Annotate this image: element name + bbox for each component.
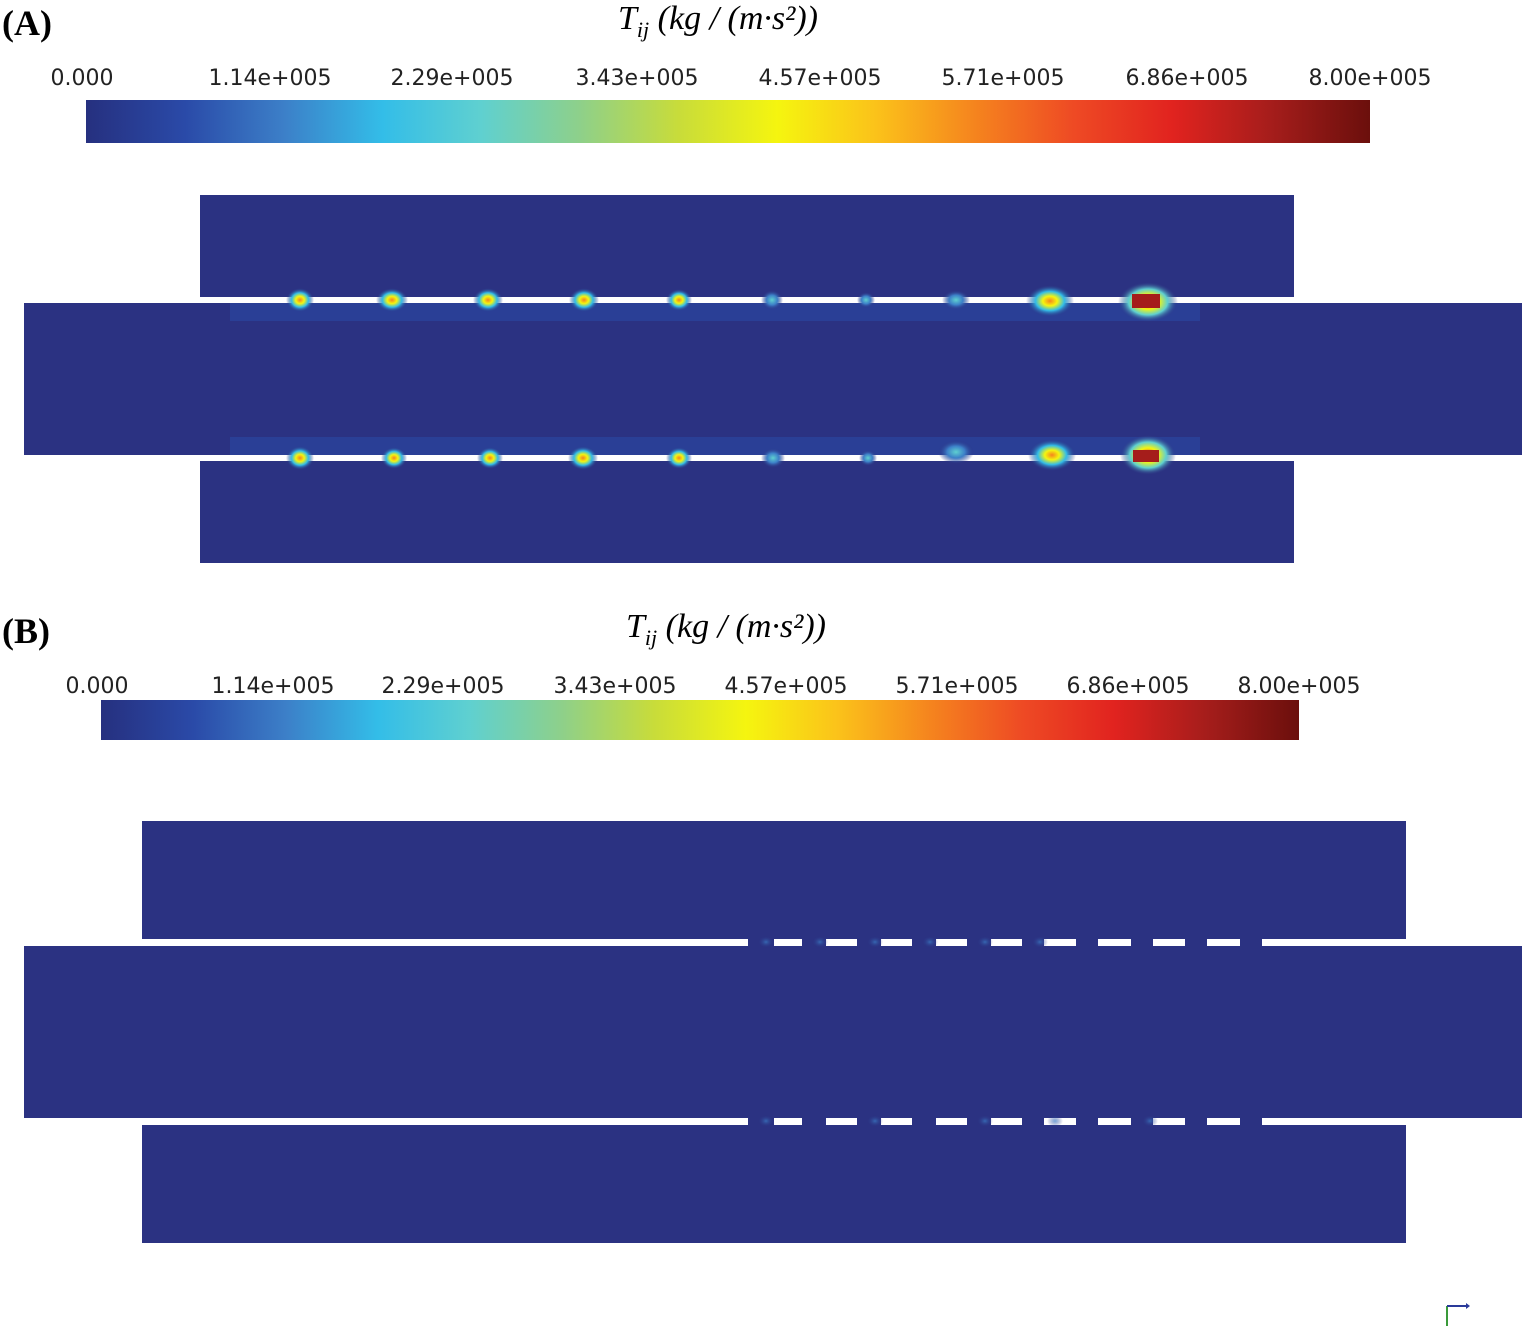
panel-a-colorbar bbox=[86, 100, 1370, 143]
colorbar-tick: 0.000 bbox=[50, 66, 114, 91]
colorbar-tick: 6.86e+005 bbox=[1066, 674, 1190, 699]
lower-block bbox=[142, 1125, 1406, 1243]
panel-a-title-symbol: T bbox=[618, 0, 637, 37]
panel-a-colorbar-ticks: 0.000 1.14e+005 2.29e+005 3.43e+005 4.57… bbox=[0, 66, 1526, 96]
colorbar-tick: 1.14e+005 bbox=[208, 66, 332, 91]
contact-hotspots bbox=[758, 936, 1158, 1127]
upper-interface-hotspots bbox=[286, 282, 1178, 322]
colorbar-tick: 8.00e+005 bbox=[1237, 674, 1361, 699]
colorbar-tick: 4.57e+005 bbox=[758, 66, 882, 91]
panel-b-colorbar-ticks: 0.000 1.14e+005 2.29e+005 3.43e+005 4.57… bbox=[0, 674, 1526, 704]
lower-interface-hotspots bbox=[286, 435, 1176, 475]
panel-a-title-subscript: ij bbox=[636, 17, 650, 42]
panel-b-title-symbol: T bbox=[626, 608, 645, 645]
upper-block bbox=[200, 195, 1294, 297]
panel-a-stress-field bbox=[0, 190, 1526, 570]
colorbar-tick: 5.71e+005 bbox=[941, 66, 1065, 91]
panel-b-title-unit: (kg / (m·s²)) bbox=[665, 608, 826, 645]
orientation-axes-icon bbox=[1442, 1300, 1472, 1335]
colorbar-tick: 2.29e+005 bbox=[390, 66, 514, 91]
panel-b-title-subscript: ij bbox=[644, 625, 658, 650]
panel-b-title: Tij (kg / (m·s²)) bbox=[626, 608, 826, 651]
colorbar-tick: 3.43e+005 bbox=[553, 674, 677, 699]
lower-block bbox=[200, 461, 1294, 563]
panel-b-stress-field bbox=[0, 815, 1526, 1255]
colorbar-tick: 5.71e+005 bbox=[895, 674, 1019, 699]
colorbar-tick: 2.29e+005 bbox=[381, 674, 505, 699]
panel-b-colorbar bbox=[101, 700, 1299, 740]
panel-a-title: Tij (kg / (m·s²)) bbox=[618, 0, 818, 43]
panel-a-label: (A) bbox=[2, 3, 52, 43]
colorbar-tick: 1.14e+005 bbox=[211, 674, 335, 699]
colorbar-tick: 0.000 bbox=[65, 674, 129, 699]
middle-block bbox=[24, 946, 1522, 1118]
panel-a-title-unit: (kg / (m·s²)) bbox=[657, 0, 818, 37]
colorbar-tick: 6.86e+005 bbox=[1125, 66, 1249, 91]
upper-block bbox=[142, 821, 1406, 939]
colorbar-tick: 4.57e+005 bbox=[724, 674, 848, 699]
panel-b-label: (B) bbox=[2, 611, 50, 651]
colorbar-tick: 3.43e+005 bbox=[575, 66, 699, 91]
colorbar-tick: 8.00e+005 bbox=[1308, 66, 1432, 91]
middle-block bbox=[24, 303, 1522, 455]
